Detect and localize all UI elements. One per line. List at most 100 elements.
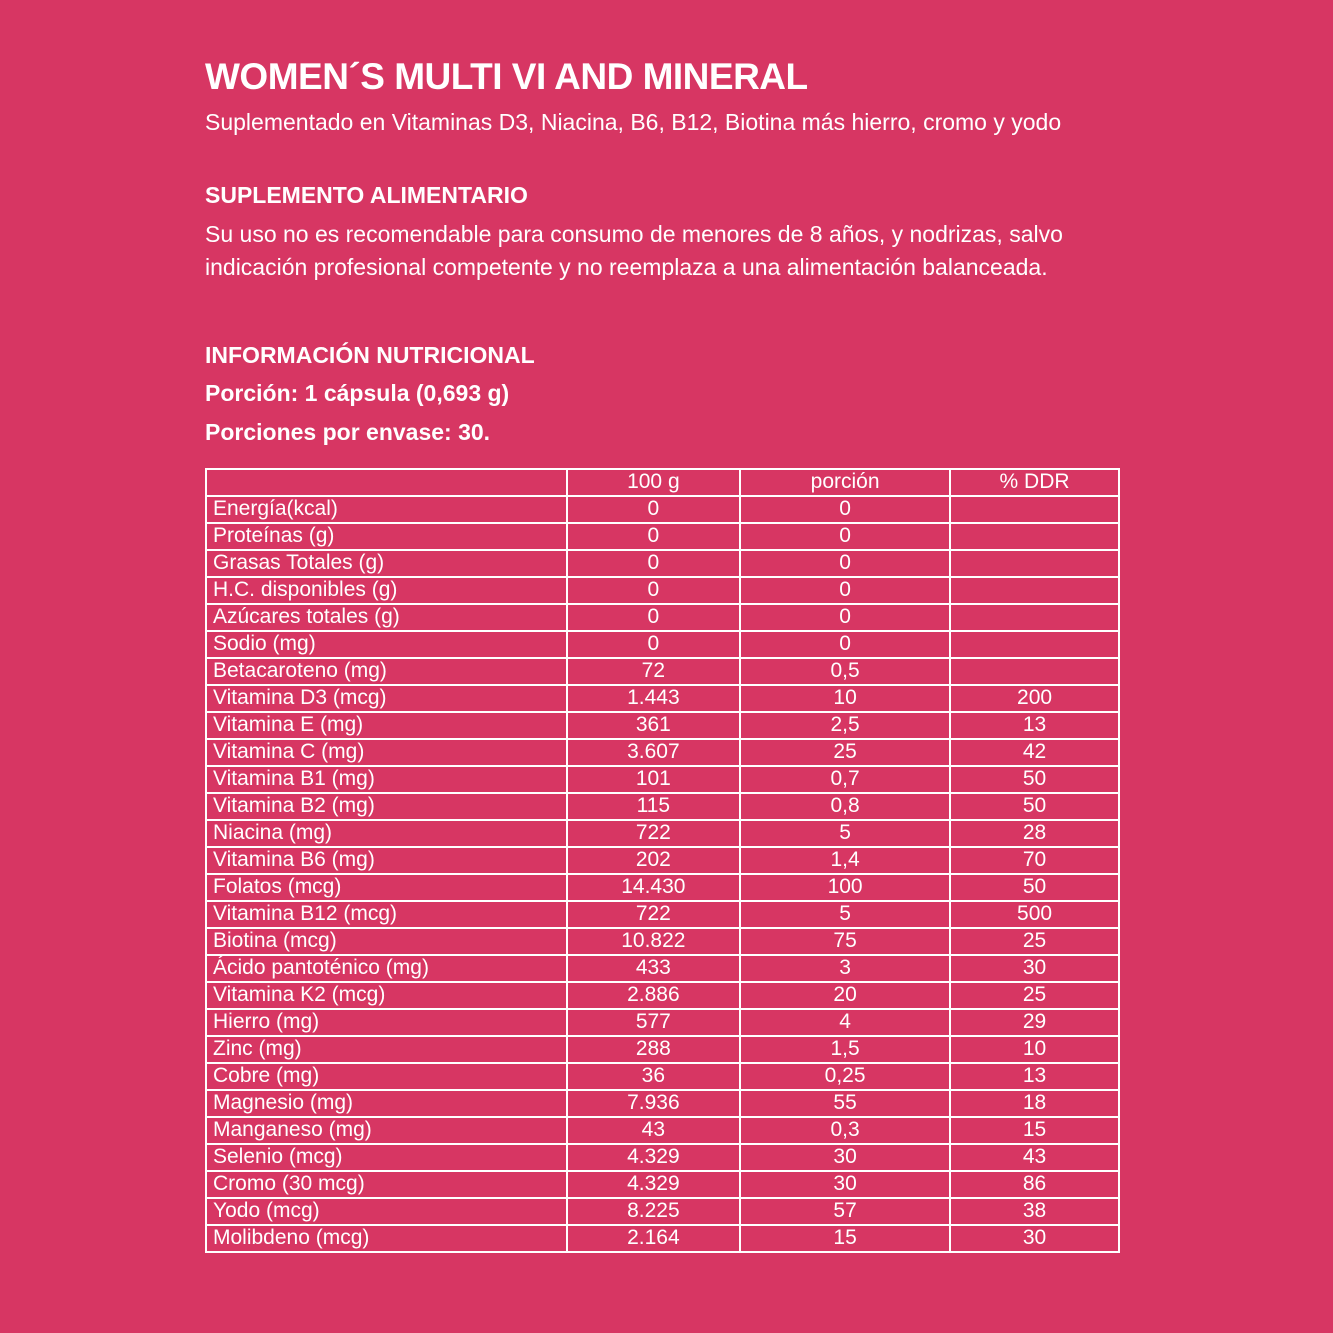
ddr-percent-cell xyxy=(949,602,1120,632)
table-row: Biotina (mcg) 10.822 75 25 xyxy=(205,926,1120,956)
per-portion-cell: 20 xyxy=(739,980,952,1010)
table-row: Hierro (mg) 577 4 29 xyxy=(205,1007,1120,1037)
per-100g-cell: 8.225 xyxy=(565,1196,742,1226)
ddr-percent-cell xyxy=(949,521,1120,551)
per-100g-cell: 288 xyxy=(565,1034,742,1064)
ddr-percent-cell xyxy=(949,629,1120,659)
table-row: Ácido pantoténico (mg) 433 3 30 xyxy=(205,953,1120,983)
per-portion-cell: 0 xyxy=(739,521,952,551)
nutrient-label-cell: Vitamina C (mg) xyxy=(205,737,568,767)
nutrient-label-cell: H.C. disponibles (g) xyxy=(205,575,568,605)
nutrition-table: 100 g porción% DDR Energía(kcal) 0 0 Proteín… xyxy=(205,467,1120,1253)
table-row: Betacaroteno (mg) 72 0,5 xyxy=(205,656,1120,686)
serving-size-line: Porción: 1 cápsula (0,693 g) xyxy=(205,379,510,406)
per-portion-cell: 30 xyxy=(739,1142,952,1172)
ddr-percent-cell: 50 xyxy=(949,764,1120,794)
per-portion-cell: 30 xyxy=(739,1169,952,1199)
per-portion-cell: 0 xyxy=(739,575,952,605)
nutrient-label-cell: Vitamina K2 (mcg) xyxy=(205,980,568,1010)
table-row: Yodo (mcg) 8.225 57 38 xyxy=(205,1196,1120,1226)
table-row: Magnesio (mg) 7.936 55 18 xyxy=(205,1088,1120,1118)
table-row: Cobre (mg) 36 0,25 13 xyxy=(205,1061,1120,1091)
per-portion-cell: 2,5 xyxy=(739,710,952,740)
ddr-percent-cell: 50 xyxy=(949,791,1120,821)
ddr-percent-cell: 50 xyxy=(949,872,1120,902)
nutrient-label-cell: Vitamina D3 (mcg) xyxy=(205,683,568,713)
ddr-percent-cell: 30 xyxy=(949,953,1120,983)
table-row: Vitamina K2 (mcg) 2.886 20 25 xyxy=(205,980,1120,1010)
table-row: Vitamina B2 (mg) 115 0,8 50 xyxy=(205,791,1120,821)
table-row: Vitamina E (mg) 361 2,5 13 xyxy=(205,710,1120,740)
nutrient-label-cell: Vitamina B1 (mg) xyxy=(205,764,568,794)
per-100g-cell: 10.822 xyxy=(565,926,742,956)
per-100g-cell: 202 xyxy=(565,845,742,875)
nutrition-table-body: Energía(kcal) 0 0 Proteínas (g) 0 0 Grasas Tot… xyxy=(205,494,1120,1253)
per-100g-cell: 0 xyxy=(565,521,742,551)
ddr-percent-cell: 70 xyxy=(949,845,1120,875)
product-title: WOMEN´S MULTI VI AND MINERAL xyxy=(205,56,808,97)
per-100g-cell: 4.329 xyxy=(565,1142,742,1172)
ddr-percent-cell: 10 xyxy=(949,1034,1120,1064)
header-cell-empty xyxy=(205,467,568,497)
table-row: Manganeso (mg) 43 0,3 15 xyxy=(205,1115,1120,1145)
table-row: Molibdeno (mcg) 2.164 15 30 xyxy=(205,1223,1120,1253)
header-cell-porci-n: porción xyxy=(739,467,952,497)
per-portion-cell: 5 xyxy=(739,818,952,848)
table-row: Folatos (mcg) 14.430 100 50 xyxy=(205,872,1120,902)
nutrient-label-cell: Magnesio (mg) xyxy=(205,1088,568,1118)
table-row: Vitamina B6 (mg) 202 1,4 70 xyxy=(205,845,1120,875)
per-100g-cell: 722 xyxy=(565,818,742,848)
nutrient-label-cell: Ácido pantoténico (mg) xyxy=(205,953,568,983)
ddr-percent-cell xyxy=(949,494,1120,524)
table-row: Proteínas (g) 0 0 xyxy=(205,521,1120,551)
table-row: Grasas Totales (g) 0 0 xyxy=(205,548,1120,578)
nutrient-label-cell: Grasas Totales (g) xyxy=(205,548,568,578)
ddr-percent-cell xyxy=(949,548,1120,578)
table-row: Vitamina B12 (mcg) 722 5 500 xyxy=(205,899,1120,929)
nutrient-label-cell: Vitamina B2 (mg) xyxy=(205,791,568,821)
per-portion-cell: 0,3 xyxy=(739,1115,952,1145)
per-portion-cell: 0,5 xyxy=(739,656,952,686)
per-100g-cell: 3.607 xyxy=(565,737,742,767)
per-portion-cell: 0,25 xyxy=(739,1061,952,1091)
ddr-percent-cell: 13 xyxy=(949,1061,1120,1091)
nutrient-label-cell: Niacina (mg) xyxy=(205,818,568,848)
nutrient-label-cell: Biotina (mcg) xyxy=(205,926,568,956)
per-100g-cell: 2.886 xyxy=(565,980,742,1010)
nutrient-label-cell: Molibdeno (mcg) xyxy=(205,1223,568,1253)
ddr-percent-cell: 25 xyxy=(949,980,1120,1010)
nutrition-heading: INFORMACIÓN NUTRICIONAL xyxy=(205,341,535,368)
per-100g-cell: 0 xyxy=(565,602,742,632)
nutrient-label-cell: Zinc (mg) xyxy=(205,1034,568,1064)
per-100g-cell: 577 xyxy=(565,1007,742,1037)
table-row: Sodio (mg) 0 0 xyxy=(205,629,1120,659)
ddr-percent-cell: 500 xyxy=(949,899,1120,929)
servings-per-container-line: Porciones por envase: 30. xyxy=(205,418,491,445)
table-header-row: 100 g porción% DDR xyxy=(205,467,1120,497)
table-row: Niacina (mg) 722 5 28 xyxy=(205,818,1120,848)
per-portion-cell: 25 xyxy=(739,737,952,767)
per-portion-cell: 10 xyxy=(739,683,952,713)
table-row: Vitamina C (mg) 3.607 25 42 xyxy=(205,737,1120,767)
table-row: Azúcares totales (g) 0 0 xyxy=(205,602,1120,632)
per-100g-cell: 72 xyxy=(565,656,742,686)
ddr-percent-cell: 28 xyxy=(949,818,1120,848)
ddr-percent-cell: 30 xyxy=(949,1223,1120,1253)
table-row: Vitamina D3 (mcg) 1.443 10 200 xyxy=(205,683,1120,713)
header-cell-100-g: 100 g xyxy=(565,467,742,497)
per-100g-cell: 7.936 xyxy=(565,1088,742,1118)
ddr-percent-cell: 13 xyxy=(949,710,1120,740)
supplement-warning-text: Su uso no es recomendable para consumo d… xyxy=(205,221,1063,281)
nutrient-label-cell: Selenio (mcg) xyxy=(205,1142,568,1172)
per-100g-cell: 433 xyxy=(565,953,742,983)
per-portion-cell: 0 xyxy=(739,629,952,659)
per-portion-cell: 0 xyxy=(739,548,952,578)
ddr-percent-cell: 29 xyxy=(949,1007,1120,1037)
table-row: Zinc (mg) 288 1,5 10 xyxy=(205,1034,1120,1064)
per-100g-cell: 0 xyxy=(565,548,742,578)
per-100g-cell: 2.164 xyxy=(565,1223,742,1253)
per-100g-cell: 0 xyxy=(565,494,742,524)
per-100g-cell: 0 xyxy=(565,629,742,659)
per-portion-cell: 3 xyxy=(739,953,952,983)
nutrition-table-head: 100 g porción% DDR xyxy=(205,467,1120,497)
